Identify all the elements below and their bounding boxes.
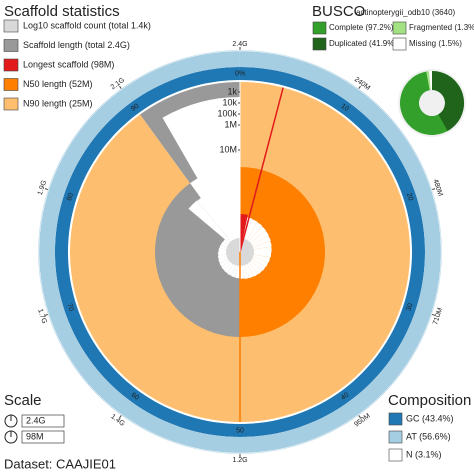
tick-mark [431, 188, 436, 191]
chart-title: Scaffold statistics [4, 3, 120, 20]
longest-line [239, 87, 284, 253]
percent-tick-label: 10 [340, 103, 351, 113]
composition-label: GC (43.4%) [406, 413, 454, 423]
scale-box [21, 430, 65, 444]
tick-mark [44, 188, 49, 191]
percent-tick-label: 0% [235, 70, 245, 77]
busco-swatch [312, 37, 327, 51]
scale-box [21, 414, 65, 428]
legend-swatch [3, 58, 19, 72]
tick-mark [358, 85, 361, 89]
composition-label: N (3.1%) [406, 449, 442, 459]
composition-swatch [388, 430, 403, 444]
busco-fragmented [426, 71, 431, 91]
percent-tick-label: 40 [340, 392, 351, 402]
percent-tick-label: 20 [405, 192, 414, 202]
n-ring [37, 49, 443, 455]
legend-label: Longest scaffold (98M) [23, 59, 114, 69]
radial-tick-label: 10k [222, 97, 237, 107]
size-tick-label: 1.9G [37, 180, 48, 197]
legend-label: N50 length (52M) [23, 79, 93, 89]
busco-label: Missing (1.5%) [409, 39, 462, 48]
composition-label: AT (56.6%) [406, 431, 451, 441]
percent-tick-label: 80 [66, 192, 75, 202]
busco-duplicated [432, 71, 465, 131]
tick-mark [119, 85, 122, 89]
composition-title: Composition [388, 392, 471, 409]
legend-swatch [3, 78, 19, 91]
size-tick-label: 1.7G [36, 308, 47, 325]
percent-tick-label: 70 [65, 302, 74, 312]
percent-tick-label: 60 [130, 392, 141, 402]
busco-label: Fragmented (1.3%) [409, 23, 474, 32]
percent-tick-label: 90 [130, 103, 141, 113]
dataset-label: Dataset: CAAJIE01 [4, 456, 116, 471]
radial-tick-label: 1k [227, 86, 237, 96]
tick-mark [358, 415, 361, 419]
busco-label: Complete (97.2%) [329, 23, 394, 32]
legend-label: Scaffold length (total 2.4G) [23, 40, 130, 50]
radial-tick-label: 1M [224, 119, 237, 129]
busco-swatch [312, 21, 327, 35]
percent-tick-label: 50 [236, 427, 244, 434]
scale-label: 2.4G [26, 415, 46, 425]
scaffold-length-area [154, 183, 240, 337]
busco-title: BUSCO [312, 3, 365, 20]
radial-tick-label: 100k [217, 108, 237, 118]
busco-swatch [392, 21, 407, 35]
percent-tick-label: 30 [406, 302, 415, 312]
legend-label: Log10 scaffold count (total 1.4k) [23, 20, 151, 30]
tick-mark [44, 313, 49, 316]
busco-swatch [392, 37, 407, 51]
count-spiral [188, 200, 240, 252]
legend-swatch [3, 97, 19, 111]
scale-label: 98M [26, 431, 44, 441]
legend-swatch [3, 19, 19, 33]
size-tick-label: 1.2G [232, 457, 247, 464]
composition-swatch [388, 412, 403, 426]
scale-title: Scale [4, 392, 42, 409]
composition-swatch [388, 448, 403, 462]
radial-tick-label: 10M [219, 144, 237, 154]
busco-missing [428, 71, 432, 91]
busco-lineage: actinopterygii_odb10 (3640) [356, 8, 456, 17]
count-spiral [197, 194, 240, 252]
tick-mark [431, 313, 436, 316]
count-spiral [162, 97, 240, 252]
legend-swatch [3, 39, 19, 52]
busco-label: Duplicated (41.9%) [329, 39, 397, 48]
size-tick-label: 2.4G [232, 41, 247, 48]
tick-mark [119, 415, 122, 419]
legend-label: N90 length (25M) [23, 98, 93, 108]
n50-area [240, 167, 325, 337]
